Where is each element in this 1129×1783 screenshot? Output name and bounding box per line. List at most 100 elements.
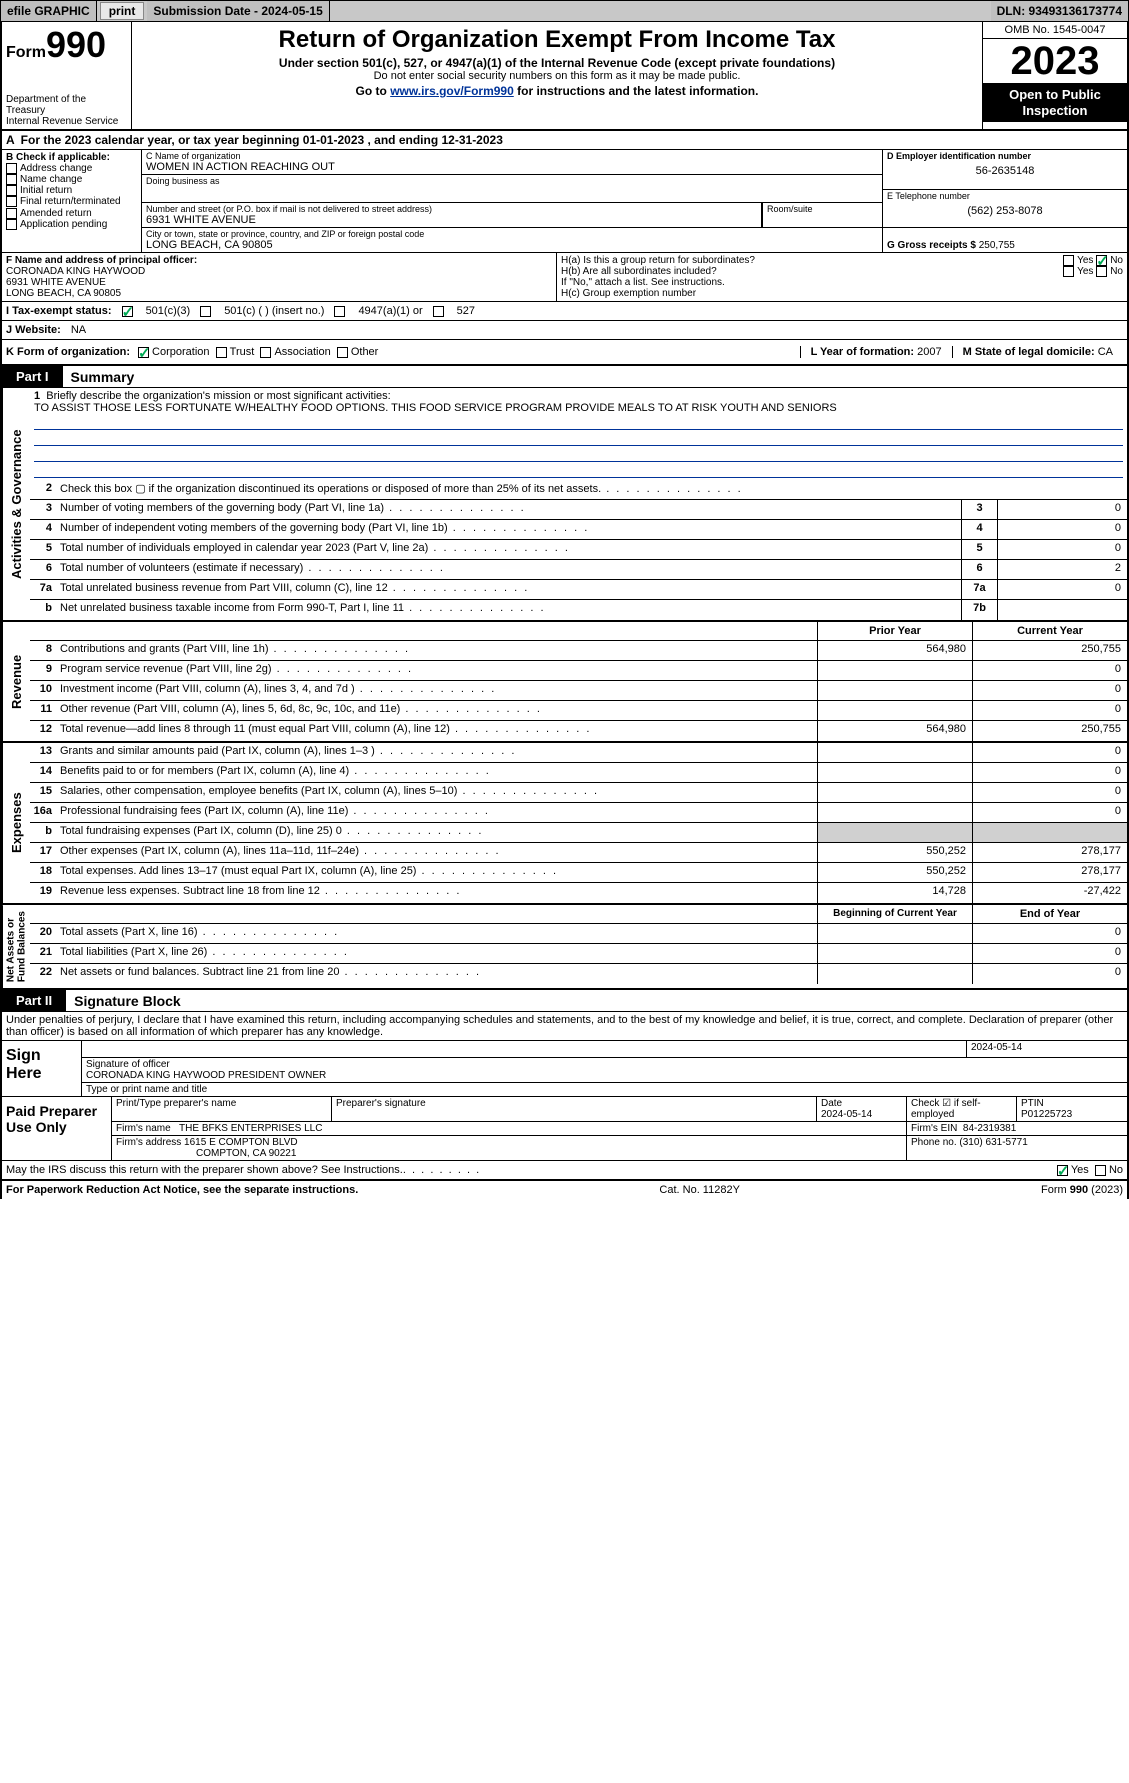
summary-row: 13 Grants and similar amounts paid (Part… — [30, 743, 1127, 763]
m-label: M State of legal domicile: — [963, 346, 1095, 358]
vtab-netassets: Net Assets or Fund Balances — [2, 905, 30, 988]
prior-year-value: 564,980 — [817, 641, 972, 660]
tel-value: (562) 253-8078 — [887, 205, 1123, 217]
checkbox-icon[interactable] — [1096, 255, 1107, 266]
irs-link[interactable]: www.irs.gov/Form990 — [390, 84, 514, 98]
checkbox-icon[interactable] — [1063, 266, 1074, 277]
vtab-ag: Activities & Governance — [2, 388, 30, 620]
footer-mid: Cat. No. 11282Y — [659, 1184, 740, 1196]
k-label: K Form of organization: — [6, 346, 130, 358]
row-num: 18 — [30, 863, 56, 882]
dln-label: DLN: 93493136173774 — [991, 1, 1128, 21]
summary-row: 16a Professional fundraising fees (Part … — [30, 803, 1127, 823]
dba-label: Doing business as — [146, 176, 878, 186]
prior-year-value: 14,728 — [817, 883, 972, 903]
current-year-value: 0 — [972, 701, 1127, 720]
col-b: B Check if applicable: Address change Na… — [2, 150, 142, 252]
room-label: Room/suite — [767, 204, 878, 214]
b-item: Address change — [6, 163, 137, 174]
row-num: 20 — [30, 924, 56, 943]
row-desc: Total number of individuals employed in … — [56, 540, 961, 559]
d-label: D Employer identification number — [887, 151, 1123, 161]
checkbox-icon[interactable] — [1095, 1165, 1106, 1176]
exp-body: 13 Grants and similar amounts paid (Part… — [30, 743, 1127, 903]
hc-label: H(c) Group exemption number — [561, 288, 1123, 299]
part-ii-header: Part II Signature Block — [2, 990, 1127, 1012]
row-num: 21 — [30, 944, 56, 963]
part-i-title: Summary — [63, 369, 135, 385]
f-cell: F Name and address of principal officer:… — [2, 253, 557, 301]
summary-row: b Total fundraising expenses (Part IX, c… — [30, 823, 1127, 843]
ein-value: 56-2635148 — [887, 165, 1123, 177]
form-word: Form — [6, 44, 46, 61]
checkbox-icon[interactable] — [6, 208, 17, 219]
row-desc: Contributions and grants (Part VIII, lin… — [56, 641, 817, 660]
checkbox-icon[interactable] — [6, 196, 17, 207]
row-num: 4 — [30, 520, 56, 539]
form-number: 990 — [46, 24, 106, 65]
current-year-value: 0 — [972, 661, 1127, 680]
row-num: 3 — [30, 500, 56, 519]
checkbox-icon[interactable] — [200, 306, 211, 317]
checkbox-icon[interactable] — [433, 306, 444, 317]
row-desc: Investment income (Part VIII, column (A)… — [56, 681, 817, 700]
checkbox-icon[interactable] — [1096, 266, 1107, 277]
current-year-value: 0 — [972, 944, 1127, 963]
row-value: 0 — [997, 580, 1127, 599]
row-num: 17 — [30, 843, 56, 862]
ag-body: 1 Briefly describe the organization's mi… — [30, 388, 1127, 620]
row-desc: Number of independent voting members of … — [56, 520, 961, 539]
prior-year-value: 550,252 — [817, 843, 972, 862]
form-sub3: Go to www.irs.gov/Form990 for instructio… — [138, 84, 976, 98]
checkbox-icon[interactable] — [1063, 255, 1074, 266]
checkbox-icon[interactable] — [1057, 1165, 1068, 1176]
checkbox-icon[interactable] — [6, 163, 17, 174]
sig-officer: Signature of officer CORONADA KING HAYWO… — [82, 1058, 1127, 1083]
form-sub1: Under section 501(c), 527, or 4947(a)(1)… — [138, 56, 976, 70]
summary-row: 17 Other expenses (Part IX, column (A), … — [30, 843, 1127, 863]
i-label: I Tax-exempt status: — [6, 305, 112, 317]
sign-date: 2024-05-14 — [967, 1041, 1127, 1057]
checkbox-icon[interactable] — [334, 306, 345, 317]
checkbox-icon[interactable] — [216, 347, 227, 358]
current-year-value: 0 — [972, 763, 1127, 782]
checkbox-icon[interactable] — [138, 347, 149, 358]
section-revenue: Revenue Prior Year Current Year 8 Contri… — [2, 622, 1127, 743]
checkbox-icon[interactable] — [122, 306, 133, 317]
row-num: b — [30, 600, 56, 620]
sign-here-body: 2024-05-14 Signature of officer CORONADA… — [82, 1041, 1127, 1096]
checkbox-icon[interactable] — [337, 347, 348, 358]
website-value: NA — [71, 324, 86, 336]
dba-cell: Doing business as — [142, 175, 882, 203]
checkbox-icon[interactable] — [6, 174, 17, 185]
row-num: 8 — [30, 641, 56, 660]
checkbox-icon[interactable] — [6, 219, 17, 230]
current-year-value: 0 — [972, 681, 1127, 700]
row-desc: Check this box ▢ if the organization dis… — [56, 480, 1127, 499]
b-item: Initial return — [6, 185, 137, 196]
j-label: J Website: — [6, 324, 61, 336]
header-row: Form990 Department of the Treasury Inter… — [2, 22, 1127, 131]
prior-year-value — [817, 701, 972, 720]
col-c: C Name of organization WOMEN IN ACTION R… — [142, 150, 882, 252]
row-desc: Grants and similar amounts paid (Part IX… — [56, 743, 817, 762]
l-value: 2007 — [917, 346, 941, 358]
row-desc: Other expenses (Part IX, column (A), lin… — [56, 843, 817, 862]
paid-body: Print/Type preparer's name Preparer's si… — [112, 1097, 1127, 1160]
row-desc: Salaries, other compensation, employee b… — [56, 783, 817, 802]
checkbox-icon[interactable] — [6, 185, 17, 196]
current-year-value: 0 — [972, 783, 1127, 802]
print-button[interactable]: print — [100, 2, 145, 20]
submission-date: Submission Date - 2024-05-15 — [147, 1, 329, 21]
l-label: L Year of formation: — [811, 346, 915, 358]
underline — [34, 464, 1123, 478]
part-i-header: Part I Summary — [2, 366, 1127, 388]
checkbox-icon[interactable] — [260, 347, 271, 358]
paid-preparer-label: Paid Preparer Use Only — [2, 1097, 112, 1160]
summary-row: 3 Number of voting members of the govern… — [30, 500, 1127, 520]
row-desc: Professional fundraising fees (Part IX, … — [56, 803, 817, 822]
a-text: For the 2023 calendar year, or tax year … — [21, 133, 503, 147]
current-year-value: 0 — [972, 743, 1127, 762]
underline — [34, 416, 1123, 430]
current-year-label: Current Year — [972, 622, 1127, 640]
